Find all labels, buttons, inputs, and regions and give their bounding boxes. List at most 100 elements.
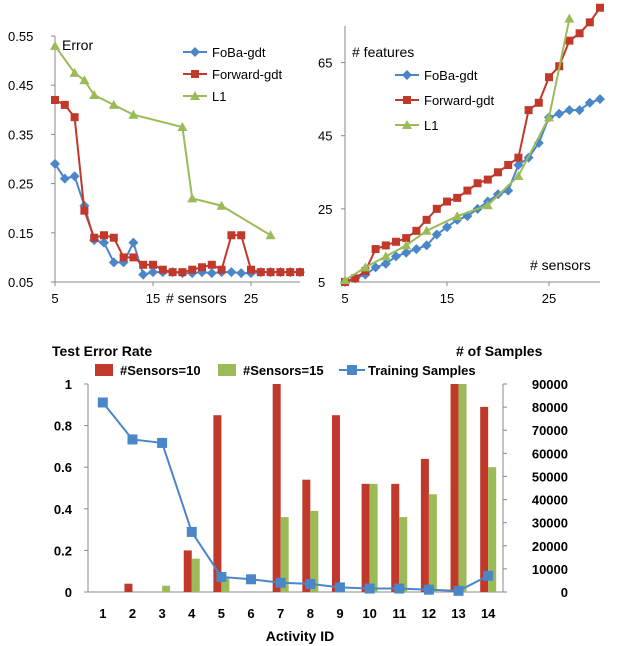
legend-swatch [218, 364, 236, 376]
data-point [564, 105, 575, 116]
bar-sensors-15 [458, 384, 467, 592]
data-point [534, 98, 543, 107]
x-axis-title: Activity ID [266, 628, 334, 644]
data-point [453, 193, 462, 202]
legend-label: #Sensors=10 [120, 363, 201, 378]
data-point [392, 237, 400, 246]
data-point [236, 268, 247, 279]
data-point [149, 260, 157, 269]
y-tick-label: 0 [65, 585, 72, 600]
y-tick-label: 0.2 [54, 543, 72, 558]
data-point [70, 113, 79, 122]
bar-sensors-15 [191, 558, 200, 592]
data-point [178, 268, 187, 277]
legend-label: Training Samples [368, 363, 476, 378]
data-point [69, 171, 80, 182]
data-point [483, 175, 492, 184]
x-tick-label: 2 [129, 606, 136, 621]
data-point [513, 170, 524, 180]
y-tick-label: 0.35 [8, 127, 33, 142]
data-point [188, 265, 197, 274]
legend-marker [191, 70, 199, 78]
y-tick-label: 25 [318, 202, 332, 217]
legend-marker [190, 47, 200, 57]
data-point [442, 222, 452, 233]
bar-sensors-10 [420, 458, 429, 592]
data-point [296, 268, 304, 277]
x-tick-label: 25 [542, 291, 556, 306]
data-point [596, 3, 604, 12]
data-point [50, 40, 60, 50]
bar-sensors-15 [310, 510, 319, 592]
data-point [504, 160, 513, 169]
data-point [237, 231, 246, 240]
x-tick-label: 11 [392, 606, 406, 621]
x-tick-label: 1 [99, 606, 106, 621]
x-tick-label: 10 [362, 606, 376, 621]
y2-tick-label: 60000 [532, 446, 568, 461]
data-point [129, 253, 138, 262]
data-point [108, 257, 119, 268]
data-point [80, 206, 89, 215]
data-point [108, 99, 119, 109]
bar-sensors-15 [428, 494, 437, 592]
data-point [412, 226, 421, 235]
data-point [431, 229, 442, 240]
y-tick-label: 1 [65, 377, 72, 392]
data-point [148, 267, 158, 278]
data-point [513, 159, 524, 170]
y2-tick-label: 80000 [532, 400, 568, 415]
series-line-foba-gdt [344, 98, 601, 283]
bar-sensors-10 [391, 483, 400, 592]
data-point [340, 275, 350, 285]
y-tick-label: 0.25 [8, 177, 33, 192]
data-point [168, 268, 177, 277]
y-tick-label: 0.45 [8, 78, 33, 93]
data-point [79, 75, 90, 85]
data-point [565, 36, 574, 45]
data-point [394, 583, 405, 594]
bar-sensors-15 [399, 517, 408, 592]
data-point [286, 268, 295, 277]
data-point [443, 197, 451, 206]
y2-tick-label: 0 [561, 585, 568, 600]
legend-label: Forward-gdt [424, 93, 494, 108]
data-point [227, 231, 236, 240]
data-point [127, 434, 138, 445]
y-tick-label: 0.8 [54, 419, 72, 434]
y-tick-label: 0.15 [8, 226, 33, 241]
bar-sensors-15 [162, 585, 171, 592]
series-line-l1 [344, 18, 571, 282]
data-point [422, 215, 431, 224]
data-point [524, 106, 533, 115]
data-point [138, 269, 149, 280]
data-point [334, 582, 345, 593]
data-point [97, 397, 108, 408]
data-point [275, 577, 286, 588]
x-tick-label: 5 [218, 606, 225, 621]
bar-sensors-10 [361, 483, 370, 592]
data-point [381, 241, 390, 250]
x-tick-label: 15 [440, 291, 454, 306]
data-point [574, 105, 585, 116]
bar-sensors-10 [302, 479, 311, 592]
legend-marker [403, 96, 411, 104]
legend-marker [402, 120, 412, 129]
chart-title: # features [352, 44, 414, 60]
legend-marker [347, 365, 357, 375]
top-left-error-chart: 0.05 0.15 0.25 0.35 0.45 0.55 5 15 25 Error # sens… [8, 29, 305, 306]
data-point [545, 73, 553, 82]
x-tick-label: 7 [277, 606, 284, 621]
data-point [216, 571, 227, 582]
x-tick-label: 5 [341, 291, 348, 306]
data-point [59, 173, 70, 184]
data-point [584, 97, 595, 108]
data-point [370, 262, 381, 273]
x-tick-label: 9 [336, 606, 343, 621]
bar-sensors-10 [124, 583, 133, 592]
data-point [100, 231, 108, 240]
bar-sensors-10 [272, 384, 281, 592]
legend-label: #Sensors=15 [243, 363, 324, 378]
bar-sensors-15 [369, 483, 378, 592]
legend-marker [402, 70, 412, 80]
